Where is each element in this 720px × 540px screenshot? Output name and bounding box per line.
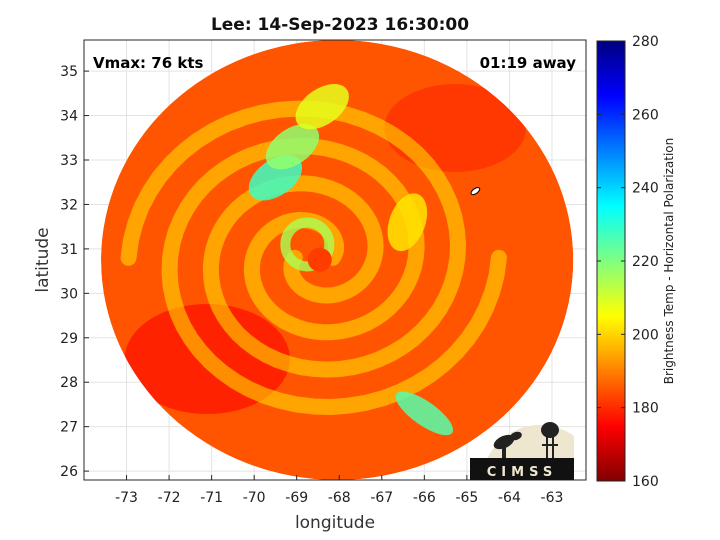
- x-tick-label: -69: [285, 490, 308, 506]
- vmax-annotation: Vmax: 76 kts: [93, 54, 203, 72]
- time-away-annotation: 01:19 away: [480, 54, 577, 72]
- x-tick-label: -70: [243, 490, 266, 506]
- y-tick-label: 29: [60, 331, 78, 347]
- feature-eyewall: [280, 217, 335, 272]
- x-tick-label: -73: [115, 490, 138, 506]
- y-tick-label: 26: [60, 464, 78, 480]
- water-tower-icon: [541, 422, 559, 458]
- colorbar-tick-label: 280: [632, 34, 659, 50]
- feature-southern-band: [395, 391, 454, 436]
- colorbar-tick-label: 160: [632, 474, 659, 490]
- x-axis-label: longitude: [295, 513, 375, 533]
- microwave-swath: [101, 40, 574, 480]
- x-axis-ticks: -73 -72 -71 -70 -69 -68 -67 -66 -65 -64 -63: [115, 475, 563, 506]
- y-tick-label: 27: [60, 420, 78, 436]
- feature-northern-band: [295, 84, 349, 130]
- logo-text: CIMSS: [487, 465, 557, 480]
- colorbar-label: Brightness Temp - Horizontal Polarizatio…: [662, 138, 676, 385]
- y-axis-label: latitude: [33, 227, 53, 292]
- x-tick-label: -65: [455, 490, 478, 506]
- y-tick-label: 34: [60, 109, 78, 125]
- chart-title: Lee: 14-Sep-2023 16:30:00: [211, 15, 469, 35]
- x-tick-label: -64: [498, 490, 521, 506]
- colorbar-tick-label: 220: [632, 254, 659, 270]
- x-tick-label: -66: [413, 490, 436, 506]
- y-tick-label: 28: [60, 375, 78, 391]
- x-tick-label: -68: [328, 490, 351, 506]
- y-tick-label: 35: [60, 64, 78, 80]
- swath-marker: [470, 187, 481, 196]
- colorbar-tick-label: 260: [632, 107, 659, 123]
- colorbar-ticks: 160 180 200 220 240 260 280: [597, 34, 659, 490]
- satellite-dish-icon: [493, 431, 522, 458]
- y-tick-label: 31: [60, 242, 78, 258]
- colorbar-tick-label: 200: [632, 327, 659, 343]
- x-tick-label: -72: [158, 490, 181, 506]
- storm-eye: [307, 247, 332, 272]
- rain-bands: [120, 100, 507, 416]
- y-tick-label: 30: [60, 286, 78, 302]
- feature-eastern-band: [387, 193, 428, 252]
- y-axis-ticks: 26 27 28 29 30 31 32 33 34 35: [60, 64, 89, 480]
- colorbar-tick-label: 240: [632, 181, 659, 197]
- y-tick-label: 32: [60, 197, 78, 213]
- feature-northern-band: [265, 124, 320, 170]
- y-tick-label: 33: [60, 153, 78, 169]
- colorbar-tick-label: 180: [632, 401, 659, 417]
- plot-frame: [83, 39, 587, 481]
- x-tick-label: -63: [541, 490, 564, 506]
- cimss-logo: CIMSS: [470, 422, 574, 480]
- colorbar: [596, 40, 626, 482]
- x-tick-label: -71: [200, 490, 223, 506]
- x-tick-label: -67: [370, 490, 393, 506]
